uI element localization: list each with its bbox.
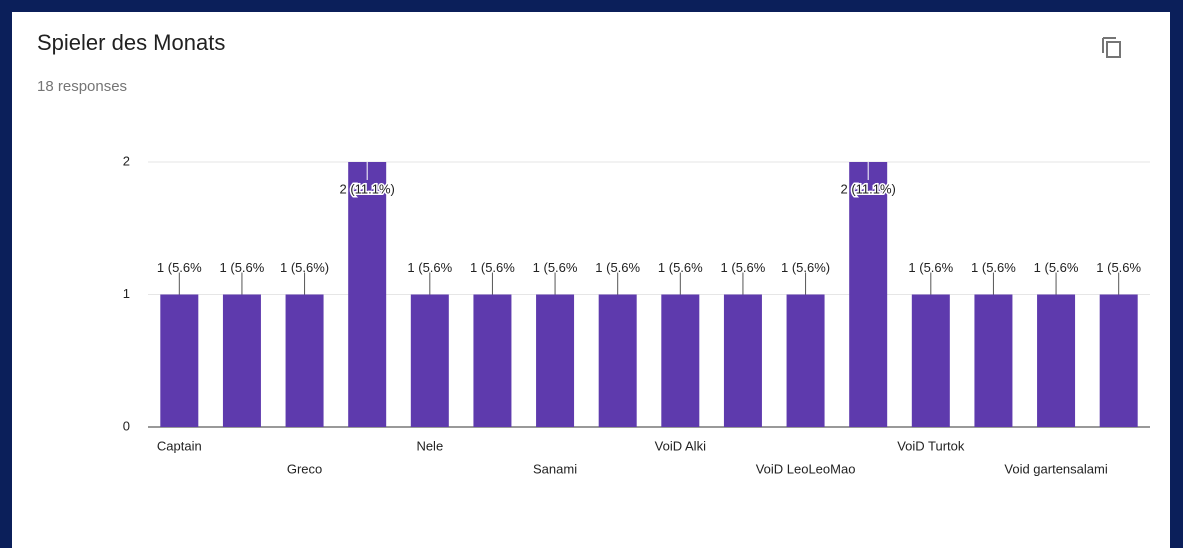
response-count: 18 responses — [37, 78, 128, 95]
bar — [1037, 294, 1076, 427]
x-tick-label: VoiD Alki — [655, 438, 706, 453]
data-label: 1 (5.6% — [533, 260, 578, 275]
data-label: 1 (5.6% — [595, 260, 640, 275]
bar — [536, 294, 575, 427]
data-label: 2 (11.1%) — [339, 181, 394, 196]
data-label: 1 (5.6% — [1096, 260, 1141, 275]
x-tick-label: Nele — [416, 438, 443, 453]
x-tick-label: VoiD Turtok — [897, 438, 965, 453]
data-label: 1 (5.6% — [407, 260, 452, 275]
data-label: 1 (5.6% — [658, 260, 703, 275]
x-tick-label: VoiD LeoLeoMao — [756, 461, 856, 476]
bar — [723, 294, 762, 427]
data-label: 1 (5.6% — [1034, 260, 1079, 275]
x-tick-label: Void gartensalami — [1004, 461, 1107, 476]
bar — [1099, 294, 1138, 427]
bar — [285, 294, 324, 427]
copy-icon[interactable] — [1098, 34, 1126, 62]
bar — [974, 294, 1013, 427]
data-label: 1 (5.6% — [971, 260, 1016, 275]
data-label: 1 (5.6% — [157, 260, 202, 275]
x-tick-label: Sanami — [533, 461, 577, 476]
bar — [786, 294, 825, 427]
bar — [222, 294, 261, 427]
bar — [348, 162, 387, 427]
data-label: 1 (5.6% — [721, 260, 766, 275]
question-title: Spieler des Monats — [37, 30, 226, 55]
x-tick-label: Greco — [287, 461, 322, 476]
bar — [661, 294, 700, 427]
data-label: 1 (5.6%) — [781, 260, 830, 275]
data-label: 1 (5.6%) — [280, 260, 329, 275]
y-tick-label: 0 — [123, 418, 130, 433]
data-label: 1 (5.6% — [220, 260, 265, 275]
bar — [473, 294, 512, 427]
data-label: 2 (11.1%) — [840, 181, 895, 196]
bar — [410, 294, 449, 427]
bar — [160, 294, 199, 427]
bar — [911, 294, 950, 427]
data-label: 1 (5.6% — [908, 260, 953, 275]
y-tick-label: 1 — [123, 286, 130, 301]
y-tick-label: 2 — [123, 153, 130, 168]
card: Spieler des Monats 18 responses — [12, 12, 1170, 548]
bar — [598, 294, 637, 427]
data-label: 1 (5.6% — [470, 260, 515, 275]
bar — [849, 162, 888, 427]
x-tick-label: Captain — [157, 438, 202, 453]
